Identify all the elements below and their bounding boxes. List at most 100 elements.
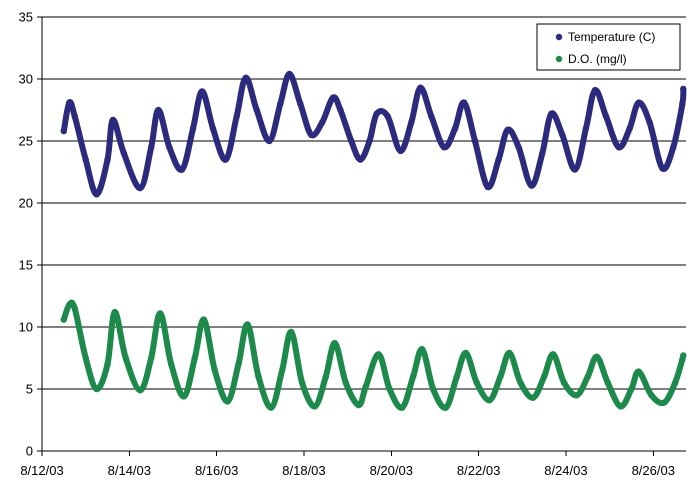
- data-point-do: [604, 379, 611, 386]
- data-point-do: [268, 404, 275, 411]
- data-point-do: [362, 383, 369, 390]
- x-tick-label: 8/16/03: [195, 463, 238, 478]
- data-point-temperature: [308, 131, 315, 138]
- data-point-do: [82, 354, 89, 362]
- y-tick-label: 5: [26, 382, 33, 397]
- legend-marker-do: [555, 55, 563, 63]
- data-point-do: [648, 392, 655, 399]
- data-point-temperature: [297, 100, 304, 108]
- data-point-do: [473, 379, 480, 386]
- data-point-do: [168, 361, 175, 368]
- data-point-temperature: [166, 144, 173, 151]
- data-point-temperature: [178, 166, 186, 173]
- data-point-do: [530, 394, 537, 401]
- data-point-temperature: [451, 125, 459, 132]
- data-point-do: [157, 310, 164, 317]
- data-point-do: [661, 399, 668, 406]
- data-point-temperature: [329, 94, 337, 101]
- data-point-do: [442, 404, 450, 411]
- data-point-temperature: [548, 110, 555, 117]
- data-point-do: [517, 379, 524, 386]
- data-point-do: [244, 321, 251, 328]
- data-point-temperature: [602, 113, 610, 120]
- data-point-do: [680, 352, 687, 359]
- y-tick-label: 30: [19, 72, 33, 87]
- legend-label-do: D.O. (mg/l): [568, 52, 627, 66]
- data-point-temperature: [460, 99, 468, 106]
- data-point-do: [278, 367, 286, 374]
- data-point-do: [180, 393, 188, 400]
- data-point-temperature: [615, 144, 622, 151]
- data-point-do: [419, 346, 426, 353]
- data-point-temperature: [646, 119, 653, 126]
- data-point-temperature: [357, 156, 364, 163]
- data-point-temperature: [471, 137, 479, 145]
- x-tick-label: 8/14/03: [108, 463, 151, 478]
- data-point-do: [573, 392, 580, 399]
- data-point-temperature: [539, 150, 546, 157]
- data-point-temperature: [233, 113, 240, 120]
- data-point-temperature: [408, 119, 415, 126]
- data-point-do: [255, 373, 262, 380]
- y-tick-label: 25: [19, 134, 33, 149]
- y-tick-label: 10: [19, 320, 33, 335]
- data-point-temperature: [286, 70, 293, 78]
- data-point-do: [66, 301, 73, 308]
- data-point-temperature: [222, 156, 229, 163]
- data-point-do: [122, 354, 129, 362]
- data-point-do: [462, 349, 470, 357]
- data-point-temperature: [670, 144, 677, 151]
- data-point-temperature: [337, 106, 344, 114]
- data-point-do: [635, 368, 642, 375]
- data-point-temperature: [366, 137, 373, 145]
- data-point-temperature: [679, 100, 686, 108]
- data-point-temperature: [559, 131, 566, 138]
- data-point-temperature: [659, 165, 666, 172]
- data-point-do: [71, 305, 78, 312]
- data-point-do: [191, 354, 198, 362]
- data-point-temperature: [417, 84, 424, 91]
- y-tick-labels: 0 5 10 15 20 25 30 35: [19, 10, 33, 459]
- data-point-do: [224, 398, 231, 405]
- data-point-temperature: [60, 127, 67, 135]
- data-point-temperature: [571, 166, 579, 173]
- data-point-do: [560, 379, 568, 386]
- data-point-temperature: [66, 99, 73, 106]
- gridlines: [37, 16, 686, 452]
- data-point-temperature: [104, 156, 111, 163]
- data-point-temperature: [93, 191, 100, 198]
- data-point-do: [235, 361, 242, 368]
- x-tick-label: 8/18/03: [282, 463, 325, 478]
- data-point-temperature: [319, 119, 326, 126]
- data-point-do: [148, 354, 155, 362]
- data-point-temperature: [626, 125, 633, 132]
- data-point-do: [200, 316, 208, 323]
- data-point-do: [111, 308, 119, 316]
- data-point-temperature: [440, 144, 448, 151]
- data-point-do: [671, 379, 679, 386]
- data-point-temperature: [266, 137, 273, 145]
- data-point-do: [399, 404, 406, 411]
- y-tick-label: 20: [19, 196, 33, 211]
- x-tick-label: 8/20/03: [370, 463, 413, 478]
- data-point-temperature: [428, 113, 435, 120]
- data-point-temperature: [198, 88, 206, 95]
- data-point-do: [409, 373, 417, 380]
- data-point-temperature: [373, 110, 380, 117]
- y-tick-label: 35: [19, 10, 33, 25]
- data-point-temperature: [189, 125, 197, 132]
- data-point-do: [311, 403, 319, 410]
- data-point-temperature: [155, 106, 162, 114]
- data-point-do: [486, 397, 493, 404]
- data-point-temperature: [680, 85, 687, 93]
- data-point-temperature: [277, 100, 284, 108]
- data-point-temperature: [253, 106, 260, 114]
- data-point-temperature: [242, 74, 249, 82]
- series-do-trace: [60, 299, 687, 411]
- data-point-temperature: [591, 87, 599, 94]
- legend-marker-temperature: [555, 33, 563, 41]
- series-temperature-trace: [60, 71, 687, 198]
- data-point-do: [342, 379, 349, 386]
- data-point-do: [550, 351, 557, 358]
- data-point-temperature: [137, 184, 144, 192]
